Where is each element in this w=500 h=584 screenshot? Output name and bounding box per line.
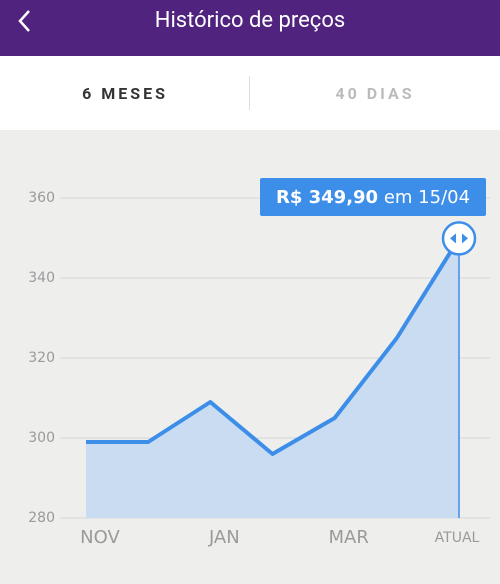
chart: 280 300 320 340 360 NOV JAN MAR ATUAL R$ 349,90 e… [0,130,500,584]
line [86,237,461,456]
tabs: 6 MESES 40 DIAS [0,56,500,130]
x-tick-label: JAN [208,527,240,548]
x-tick-label: NOV [80,527,120,548]
y-tick-label: 320 [28,350,55,366]
tooltip-date: em 15/04 [384,187,470,208]
tooltip-value: R$ 349,90 [276,187,378,208]
header: Histórico de preços [0,0,500,56]
back-button[interactable] [12,8,38,34]
y-tick-label: 360 [28,190,55,206]
y-tick-label: 340 [28,270,55,286]
header-title: Histórico de preços [154,8,346,33]
x-tick-label: ATUAL [435,530,480,546]
y-tick-label: 300 [28,430,55,446]
handle [441,221,477,256]
tab[interactable]: 6 MESES [82,83,168,103]
tooltip [260,178,486,216]
y-tick-label: 280 [28,510,55,526]
tab-separator [249,76,250,110]
tab[interactable]: 40 DIAS [335,83,415,103]
x-tick-label: MAR [328,527,368,548]
handle-arrows [450,233,468,244]
area [86,238,459,518]
tooltip-text: R$ 349,90 em 15/04 [276,187,470,208]
